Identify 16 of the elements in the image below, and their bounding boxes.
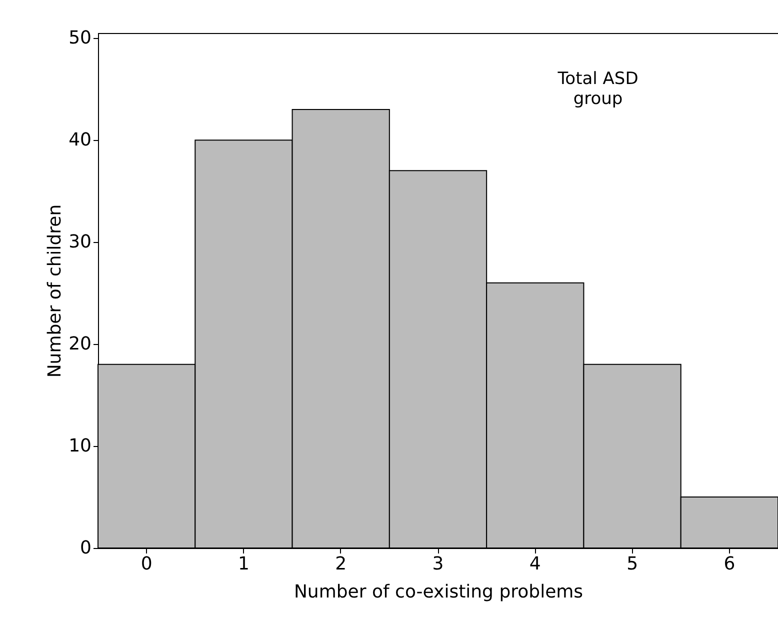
x-axis-title: Number of co-existing problems (294, 582, 584, 602)
x-tick-label: 0 (140, 554, 152, 574)
y-tick-label: 40 (68, 130, 92, 151)
x-tick-label: 4 (529, 554, 541, 574)
annotation: Total ASD group (556, 69, 638, 109)
x-tick-label: 3 (432, 554, 444, 574)
y-axis-title: Number of children (44, 204, 66, 378)
x-tick-label: 6 (724, 554, 736, 574)
x-tick-label: 2 (335, 554, 347, 574)
y-tick-label: 30 (68, 232, 92, 253)
y-tick-label: 0 (80, 538, 92, 558)
x-tick-label: 1 (238, 554, 250, 574)
x-tick-label: 5 (626, 554, 638, 574)
y-tick-label: 10 (68, 436, 92, 457)
y-tick-label: 50 (68, 28, 92, 49)
y-tick-label: 20 (68, 334, 92, 355)
